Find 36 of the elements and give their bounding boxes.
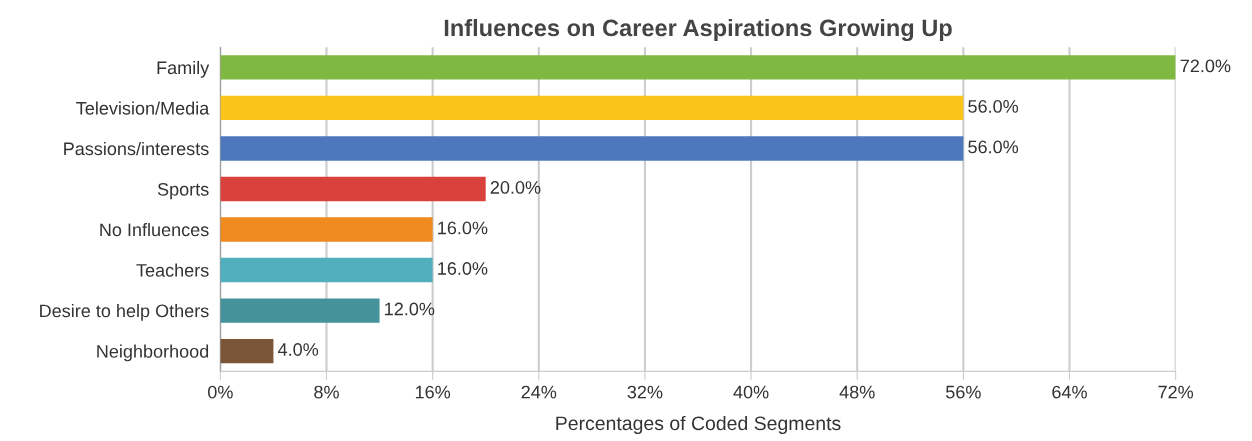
data-label: 4.0%: [278, 343, 319, 356]
bar: [220, 55, 1176, 80]
x-tick-label: 0%: [208, 385, 233, 399]
y-tick-label: Desire to help Others: [40, 304, 209, 321]
bar: [220, 298, 380, 323]
y-tick-label: Television/Media: [76, 101, 210, 115]
bar: [220, 257, 433, 283]
y-tick-label: Neighborhood: [97, 344, 209, 362]
x-tick-label: 56%: [946, 385, 981, 399]
x-tick-label: 16%: [415, 385, 451, 399]
x-tick-label: 32%: [627, 385, 663, 399]
y-tick-label: Family: [157, 60, 210, 78]
x-axis-title: Percentages of Coded Segments: [556, 415, 841, 435]
x-tick-label: 40%: [733, 385, 769, 399]
y-tick-label: Sports: [157, 182, 209, 200]
x-tick-label: 8%: [314, 385, 339, 399]
x-tick-label: 24%: [521, 385, 557, 399]
data-label: 20.0%: [490, 181, 541, 194]
chart-title: Influences on Career Aspirations Growing Up: [444, 18, 952, 42]
y-tick-label: Passions/interests: [64, 141, 209, 156]
bar: [220, 338, 274, 364]
x-tick-label: 48%: [839, 385, 875, 399]
data-label: 56.0%: [968, 100, 1019, 113]
bar: [220, 136, 964, 161]
y-tick-label: No Influences: [100, 222, 209, 237]
y-tick-label: Teachers: [136, 263, 209, 277]
x-tick-label: 64%: [1052, 385, 1087, 399]
x-tick-label: 72%: [1158, 385, 1194, 399]
data-label: 72.0%: [1180, 59, 1231, 73]
bar: [220, 217, 433, 242]
bar: [220, 176, 486, 202]
data-label: 56.0%: [968, 140, 1019, 154]
data-label: 12.0%: [385, 302, 435, 316]
bar: [220, 95, 964, 121]
data-label: 16.0%: [438, 221, 488, 235]
data-label: 16.0%: [438, 262, 488, 275]
